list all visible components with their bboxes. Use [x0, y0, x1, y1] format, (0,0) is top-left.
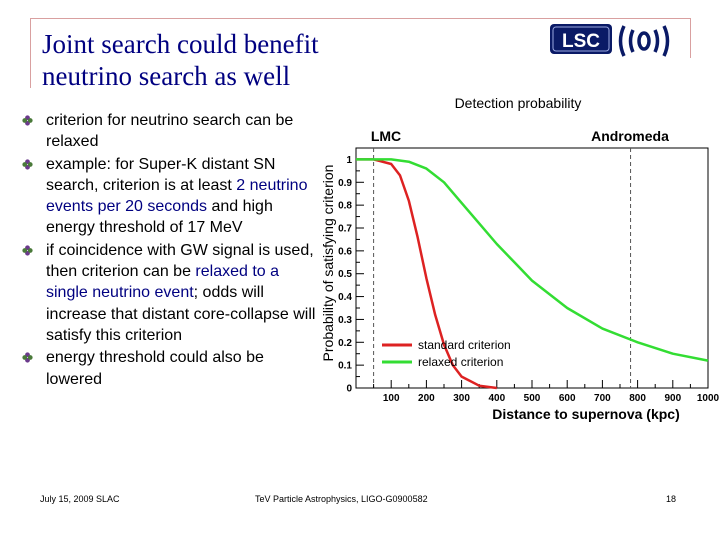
bullet-item: criterion for neutrino search can be rel… — [20, 110, 320, 153]
title-line-2: neutrino search as well — [42, 61, 291, 91]
bullet-text: example: for Super-K distant SN search, … — [46, 155, 276, 194]
y-tick-label: 0.2 — [338, 338, 352, 349]
y-tick-label: 0.9 — [338, 178, 352, 189]
chart-title: Detection probability — [455, 95, 582, 111]
bullet-text: ; odds will increase that distant core-c… — [46, 284, 316, 344]
bullet-text: criterion for neutrino search can be rel… — [46, 112, 294, 151]
legend-label: relaxed criterion — [418, 355, 503, 369]
slide-title: Joint search could benefit neutrino sear… — [42, 28, 402, 92]
bullet-item: energy threshold could also be lowered — [20, 347, 320, 390]
logo-text: LSC — [562, 31, 600, 52]
fleur-bullet-icon — [22, 115, 33, 126]
bullet-list: criterion for neutrino search can be rel… — [20, 110, 320, 391]
y-tick-label: 0.1 — [338, 361, 352, 372]
x-tick-label: 500 — [524, 393, 541, 404]
x-tick-label: 200 — [418, 393, 435, 404]
plot-frame — [355, 147, 709, 389]
y-tick-label: 0.3 — [338, 315, 352, 326]
detection-probability-chart: Detection probability Probability of sat… — [320, 95, 720, 422]
annotation-label-lmc: LMC — [371, 128, 401, 144]
series-line-relaxed — [356, 158, 709, 362]
bullet-highlight-text: relaxed to a single neutrino event — [46, 263, 280, 302]
x-tick-label: 700 — [594, 393, 611, 404]
annotation-label-andromeda: Andromeda — [591, 128, 669, 144]
title-line-1: Joint search could benefit — [42, 29, 319, 59]
bullet-text: if coincidence with GW signal is used, t… — [46, 241, 314, 281]
series-line-standard — [356, 158, 497, 390]
x-tick-label: 300 — [453, 393, 470, 404]
y-tick-label: 0.6 — [338, 246, 352, 257]
slide-frame-left — [30, 18, 31, 88]
plot-area: LMC Andromeda 0 0.1 0.2 0.3 0.4 0.5 0.6 0.7 0.8 0.9… — [338, 128, 719, 404]
fleur-bullet-icon — [22, 352, 33, 363]
y-tick-label: 0 — [346, 384, 352, 395]
x-tick-label: 400 — [488, 393, 505, 404]
y-axis-label: Probability of satisfying criterion — [320, 165, 336, 362]
footer-date: July 15, 2009 SLAC — [40, 494, 120, 504]
y-tick-label: 1 — [346, 155, 352, 166]
slide-frame-right — [690, 18, 691, 58]
wave-rings-icon — [618, 25, 670, 57]
fleur-bullet-icon — [22, 158, 33, 170]
bullet-item: if coincidence with GW signal is used, t… — [20, 240, 320, 346]
bullet-item: example: for Super-K distant SN search, … — [20, 154, 320, 239]
bullet-text: energy threshold could also be lowered — [46, 349, 264, 388]
y-tick-label: 0.7 — [338, 224, 352, 235]
bullet-text: and high energy threshold of 17 MeV — [46, 198, 273, 237]
x-tick-label: 800 — [629, 393, 646, 404]
fleur-bullet-icon — [22, 245, 33, 256]
x-tick-label: 100 — [383, 393, 400, 404]
footer-event: TeV Particle Astrophysics, LIGO-G0900582 — [255, 494, 428, 504]
x-tick-label: 600 — [559, 393, 576, 404]
lsc-logo: LSC — [550, 24, 670, 57]
slide-frame-top — [30, 18, 690, 19]
x-tick-label: 900 — [664, 393, 681, 404]
y-tick-label: 0.5 — [338, 269, 352, 280]
y-tick-label: 0.4 — [338, 292, 352, 303]
legend-label: standard criterion — [418, 338, 511, 352]
footer-page-number: 18 — [666, 494, 677, 504]
x-axis-label: Distance to supernova (kpc) — [492, 406, 680, 422]
y-tick-label: 0.8 — [338, 201, 352, 212]
x-tick-label: 1000 — [697, 393, 720, 404]
bullet-highlight-text: 2 neutrino events per 20 seconds — [46, 176, 308, 216]
